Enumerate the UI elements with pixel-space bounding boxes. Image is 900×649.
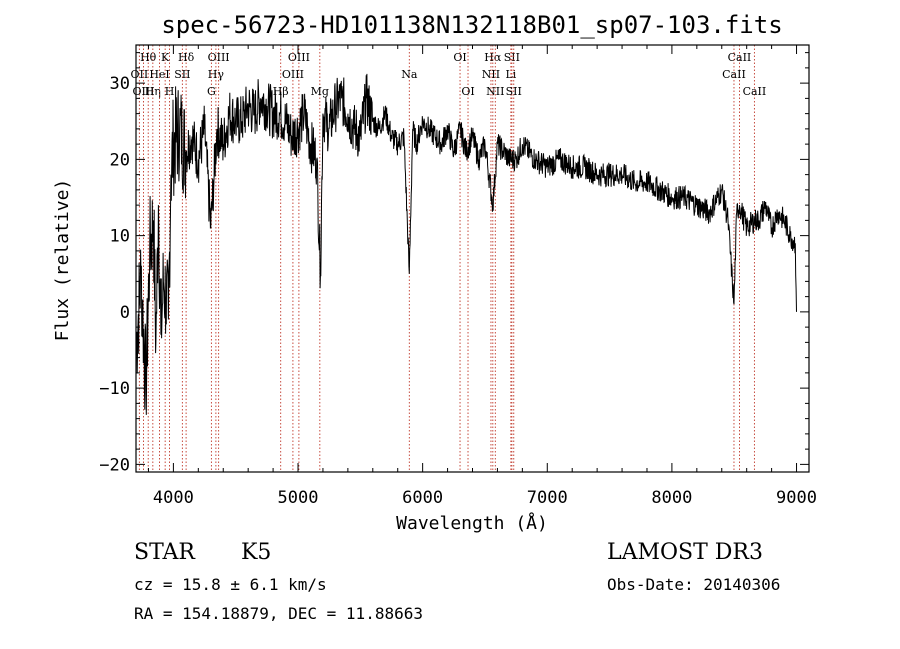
y-axis-label: Flux (relative): [52, 179, 73, 342]
marker-label-25: CaII: [728, 51, 752, 64]
subclass: K5: [241, 540, 272, 565]
y-tick-label: −10: [99, 379, 130, 399]
x-tick-label: 8000: [651, 488, 692, 508]
obs-date: Obs-Date: 20140306: [607, 575, 781, 594]
marker-label-0: Hθ: [140, 51, 157, 64]
marker-label-10: Hγ: [208, 68, 225, 81]
x-axis-label: Wavelength (Å): [396, 512, 548, 534]
marker-label-19: Hα: [484, 51, 502, 64]
y-tick-label: 20: [110, 150, 130, 170]
marker-label-2: OIII: [132, 85, 154, 98]
marker-label-22: SII: [504, 51, 520, 64]
marker-label-20: NII: [482, 68, 500, 81]
coordinates: RA = 154.18879, DEC = 11.88663: [134, 604, 423, 623]
spectrum-series: [135, 73, 797, 415]
marker-label-7: SII: [174, 68, 190, 81]
marker-label-8: Hδ: [178, 51, 195, 64]
marker-label-18: OI: [461, 85, 474, 98]
marker-label-12: Hβ: [273, 85, 289, 98]
spectrum-line: [135, 73, 797, 415]
marker-label-14: OIII: [282, 68, 304, 81]
marker-label-4: HeI: [149, 68, 169, 81]
marker-label-13: OIII: [288, 51, 310, 64]
marker-label-6: H: [165, 85, 175, 98]
y-tick-label: 30: [110, 74, 130, 94]
x-tick-label: 7000: [527, 488, 568, 508]
marker-label-24: SII: [506, 85, 522, 98]
marker-label-9: OIII: [208, 51, 230, 64]
marker-label-26: CaII: [722, 68, 746, 81]
marker-label-17: OI: [453, 51, 466, 64]
redshift-line: cz = 15.8 ± 6.1 km/s: [134, 575, 327, 594]
chart-title: spec-56723-HD101138N132118B01_sp07-103.f…: [161, 11, 782, 39]
marker-label-16: Na: [401, 68, 418, 81]
survey-name: LAMOST DR3: [607, 540, 763, 565]
y-tick-label: −20: [99, 455, 130, 475]
x-tick-label: 9000: [776, 488, 817, 508]
y-tick-label: 10: [110, 227, 130, 247]
marker-label-5: K: [161, 51, 170, 64]
object-class: STAR: [134, 540, 195, 565]
x-tick-label: 6000: [402, 488, 443, 508]
x-tick-label: 5000: [278, 488, 319, 508]
marker-label-3: Hη: [145, 85, 161, 98]
y-tick-label: 0: [120, 303, 130, 323]
marker-label-15: Mg: [311, 85, 329, 98]
x-tick-label: 4000: [153, 488, 194, 508]
marker-label-11: G: [207, 85, 216, 98]
marker-label-27: CaII: [743, 85, 767, 98]
marker-label-23: Li: [505, 68, 516, 81]
marker-label-21: NII: [486, 85, 504, 98]
marker-label-1: OII: [131, 68, 149, 81]
axis-ticks: 4000 5000 6000 7000 8000 9000 −20 −10 0 10 20 30: [99, 45, 817, 508]
